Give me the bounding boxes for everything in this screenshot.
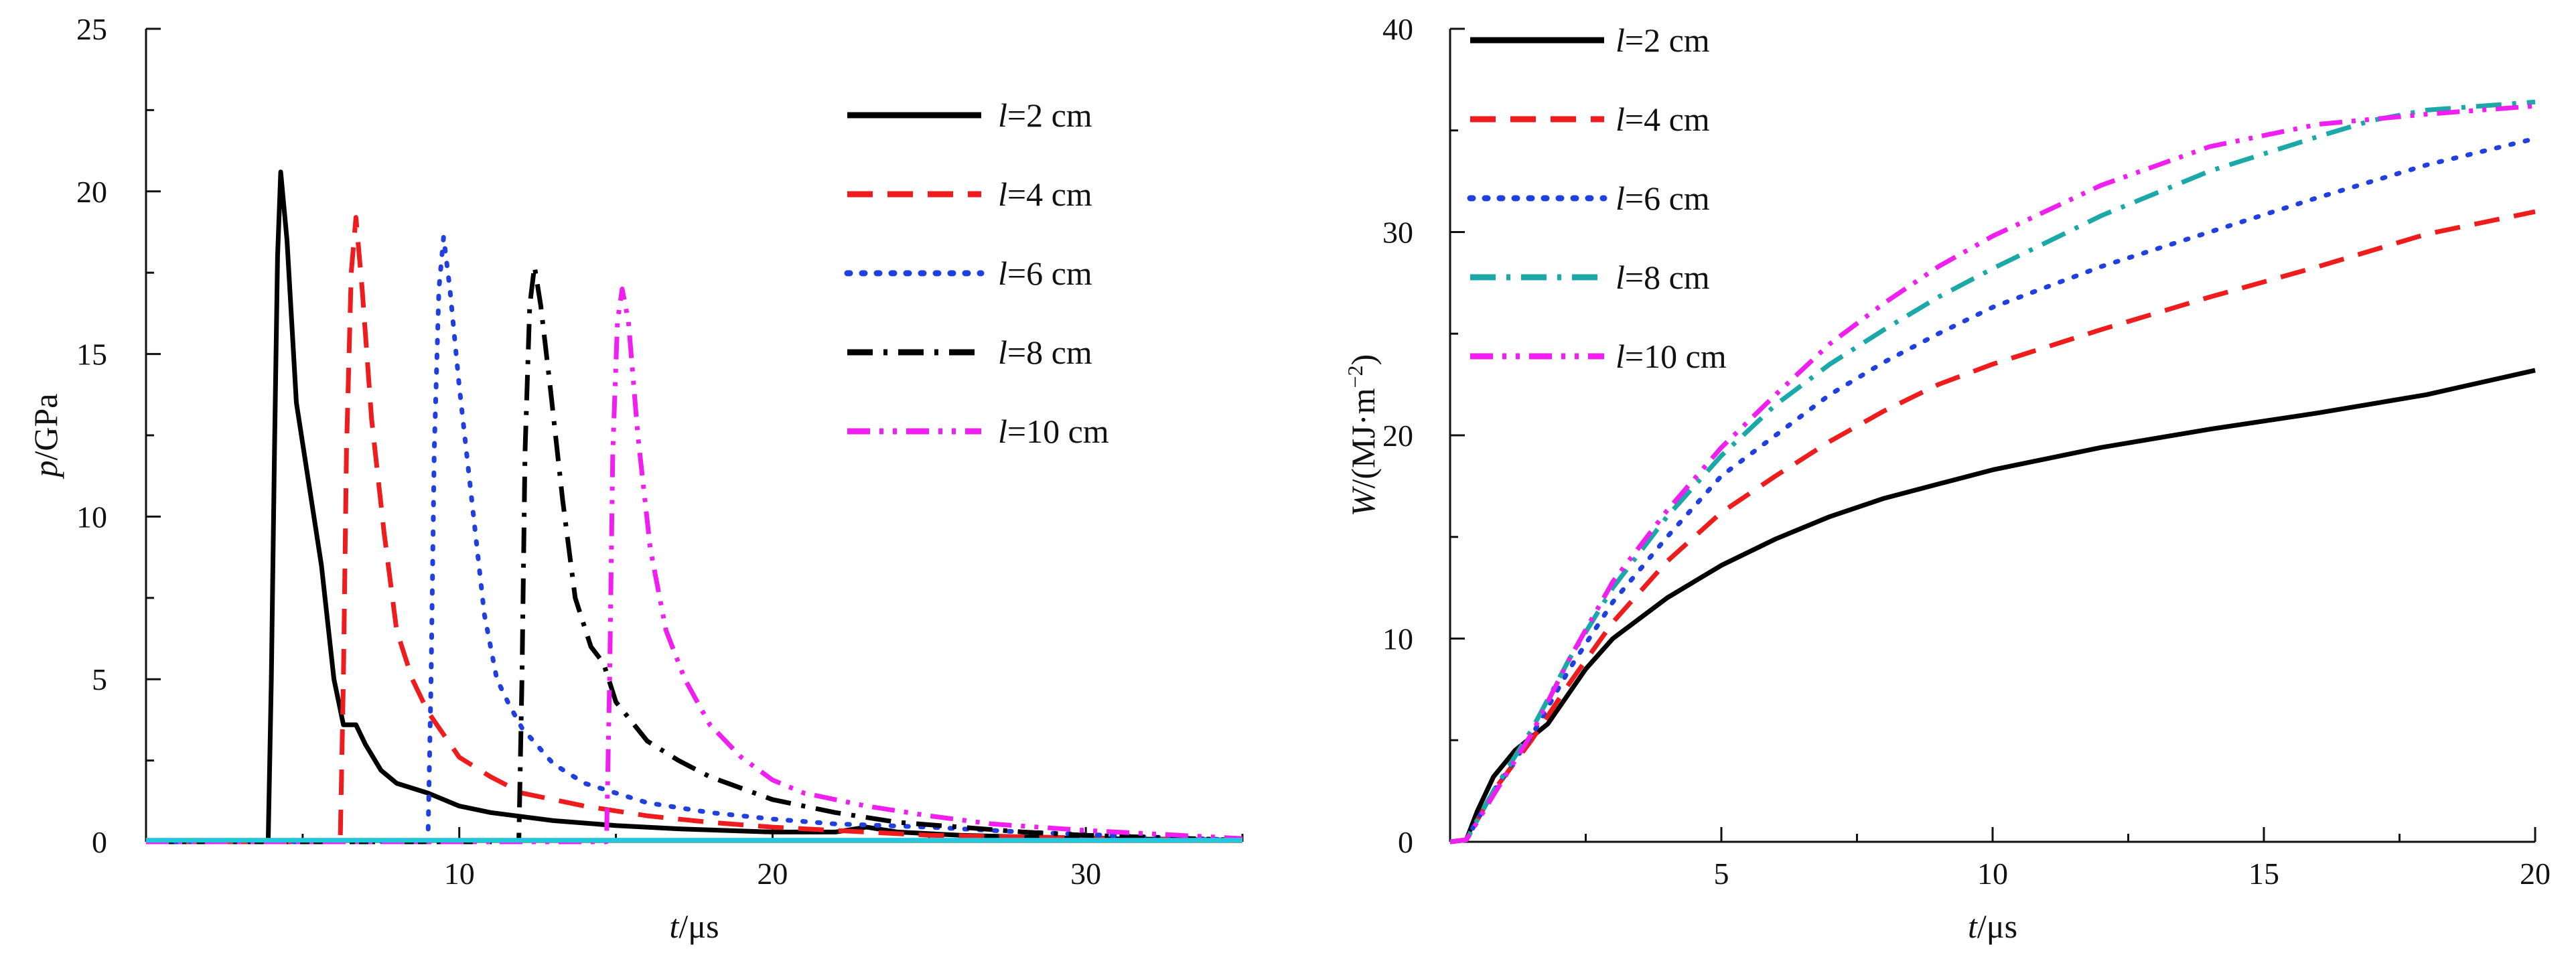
legend-label: l=6 cm <box>1616 179 1710 217</box>
legend-label: l=4 cm <box>998 175 1092 213</box>
series-line-l-10-cm <box>146 287 1243 844</box>
series-line-l-4-cm <box>1450 209 2536 844</box>
x-tick-label: 20 <box>2520 857 2551 891</box>
y-tick-label: 20 <box>1382 419 1413 453</box>
x-tick-label: 15 <box>2248 857 2279 891</box>
y-tick-label: 30 <box>1382 216 1413 250</box>
x-axis-label: t/μs <box>669 907 719 945</box>
y-tick-label: 5 <box>92 662 107 696</box>
legend-label: l=6 cm <box>998 254 1092 292</box>
legend-label: l=2 cm <box>1616 21 1710 59</box>
y-tick-label: 40 <box>1382 12 1413 46</box>
series-line-l-10-cm <box>1450 103 2536 844</box>
x-tick-label: 30 <box>1070 857 1101 891</box>
series-line-l-4-cm <box>146 215 1243 844</box>
y-axis-label: p/GPa <box>27 394 64 480</box>
y-tick-label: 20 <box>76 175 107 209</box>
y-tick-label: 25 <box>76 12 107 46</box>
legend-label: l=4 cm <box>1616 100 1710 138</box>
series-line-l-8-cm <box>146 264 1243 844</box>
x-tick-label: 5 <box>1714 857 1729 891</box>
legend-label: l=8 cm <box>1616 259 1710 296</box>
x-tick-label: 10 <box>1977 857 2008 891</box>
y-axis-label: W/(MJ·m−2) <box>1343 354 1382 516</box>
series-line-l-2-cm <box>1450 368 2536 844</box>
pressure-chart: 0 5 10 15 20 25 10 20 30 t/μs p/GPa l=2 cm l=4 cm l=6… <box>27 12 1245 945</box>
x-tick-label: 20 <box>757 857 788 891</box>
y-tick-label: 10 <box>1382 622 1413 656</box>
y-tick-label: 0 <box>92 825 107 859</box>
legend-label: l=10 cm <box>1616 338 1727 375</box>
legend-label: l=8 cm <box>998 334 1092 371</box>
series-line-l-6-cm <box>1450 136 2538 844</box>
x-tick-label: 10 <box>444 857 475 891</box>
series-line-l-6-cm <box>146 234 1245 844</box>
legend-label: l=10 cm <box>998 413 1109 450</box>
y-tick-label: 10 <box>76 500 107 534</box>
y-tick-label: 0 <box>1398 825 1413 859</box>
legend-label: l=2 cm <box>998 96 1092 134</box>
y-tick-label: 15 <box>76 338 107 372</box>
energy-chart: 0 10 20 30 40 5 10 15 20 t/μs W/(MJ·m−2) l=2 cm l=4 … <box>1343 12 2551 945</box>
series-line-l-8-cm <box>1450 99 2536 844</box>
x-axis-label: t/μs <box>1968 907 2017 945</box>
